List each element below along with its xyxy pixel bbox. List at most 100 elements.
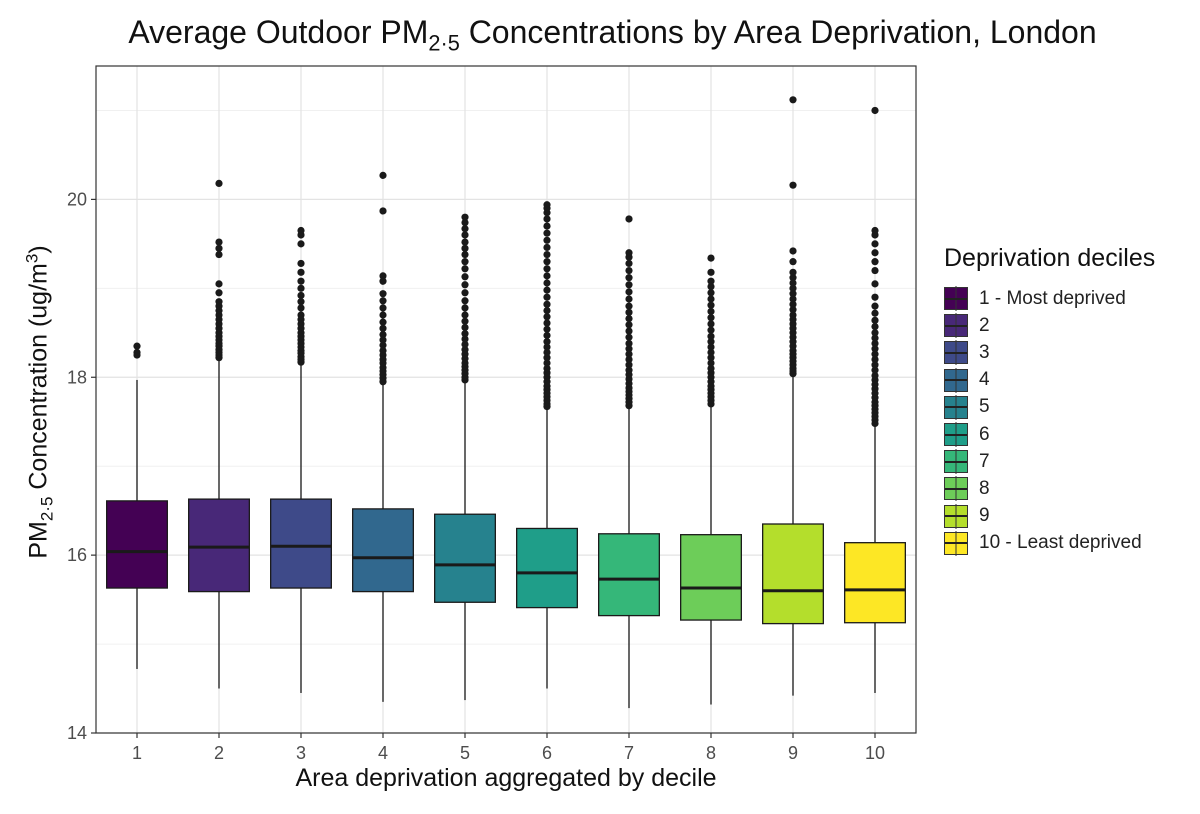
outlier-point bbox=[871, 258, 879, 266]
box-decile-5 bbox=[434, 213, 496, 701]
legend-item: 5 bbox=[944, 394, 1155, 421]
outlier-point bbox=[543, 331, 551, 340]
outlier-point bbox=[789, 279, 797, 287]
outlier-point bbox=[789, 247, 797, 255]
legend-label: 7 bbox=[979, 450, 990, 472]
outlier-point bbox=[297, 284, 305, 292]
outlier-point bbox=[543, 325, 551, 333]
outlier-point bbox=[707, 301, 715, 309]
outlier-point bbox=[871, 355, 879, 364]
outlier-point bbox=[871, 316, 879, 324]
legend-item: 6 bbox=[944, 421, 1155, 448]
outlier-point bbox=[543, 364, 551, 372]
box-decile-4 bbox=[352, 171, 414, 702]
outlier-point bbox=[871, 350, 879, 358]
outlier-point bbox=[543, 354, 551, 362]
outlier-point bbox=[707, 320, 715, 328]
outlier-point bbox=[871, 293, 879, 301]
outlier-point bbox=[543, 229, 551, 237]
box-decile-9 bbox=[762, 96, 824, 696]
outlier-point bbox=[215, 298, 223, 306]
outlier-point bbox=[461, 213, 469, 221]
x-axis-label: Area deprivation aggregated by decile bbox=[295, 764, 717, 792]
outlier-point bbox=[707, 343, 715, 351]
outlier-point bbox=[543, 272, 551, 280]
outlier-point bbox=[543, 286, 551, 294]
outlier-point bbox=[789, 306, 797, 314]
x-tick-label: 4 bbox=[378, 743, 388, 763]
y-tick-label: 16 bbox=[67, 545, 87, 565]
legend-swatch bbox=[944, 341, 968, 365]
outlier-point bbox=[871, 366, 879, 374]
x-tick-label: 6 bbox=[542, 743, 552, 763]
outlier-point bbox=[789, 258, 797, 266]
y-axis-label: PM2·5 Concentration (ug/m3) bbox=[22, 245, 57, 559]
outlier-point bbox=[461, 258, 469, 266]
outlier-point bbox=[543, 250, 551, 259]
outlier-point bbox=[543, 359, 551, 367]
legend-label: 10 - Least deprived bbox=[979, 532, 1142, 554]
outlier-point bbox=[461, 340, 469, 348]
box-iqr bbox=[598, 533, 660, 617]
outlier-point bbox=[461, 244, 469, 252]
outlier-point bbox=[543, 343, 551, 351]
outlier-point bbox=[625, 366, 633, 374]
outlier-point bbox=[789, 300, 797, 308]
legend-swatch bbox=[944, 423, 968, 447]
outlier-point bbox=[461, 265, 469, 273]
box-decile-7 bbox=[598, 215, 660, 709]
box-iqr bbox=[762, 523, 824, 625]
legend-item: 3 bbox=[944, 339, 1155, 366]
outlier-point bbox=[707, 348, 715, 356]
outlier-point bbox=[461, 231, 469, 239]
outlier-point bbox=[379, 311, 387, 319]
outlier-point bbox=[789, 181, 797, 189]
legend-label: 4 bbox=[979, 369, 990, 391]
x-tick-label: 1 bbox=[132, 743, 142, 763]
outlier-point bbox=[707, 277, 715, 285]
outlier-point bbox=[297, 291, 305, 300]
outlier-point bbox=[461, 281, 469, 289]
outlier-point bbox=[871, 345, 879, 353]
outlier-point bbox=[789, 290, 797, 298]
legend-swatch bbox=[944, 477, 968, 501]
x-tick-label: 5 bbox=[460, 743, 470, 763]
outlier-point bbox=[625, 345, 633, 353]
x-tick-label: 3 bbox=[296, 743, 306, 763]
outlier-point bbox=[379, 330, 387, 339]
outlier-point bbox=[297, 304, 305, 312]
x-tick-label: 7 bbox=[624, 743, 634, 763]
box-iqr bbox=[106, 500, 168, 589]
y-tick-label: 18 bbox=[67, 367, 87, 387]
outlier-point bbox=[789, 96, 797, 104]
box-iqr bbox=[844, 542, 906, 624]
outlier-point bbox=[707, 295, 715, 303]
outlier-point bbox=[461, 335, 469, 343]
outlier-point bbox=[461, 346, 469, 354]
outlier-point bbox=[215, 179, 223, 187]
y-tick-label: 14 bbox=[67, 723, 87, 743]
outlier-point bbox=[625, 259, 633, 268]
outlier-point bbox=[461, 297, 469, 305]
outlier-point bbox=[871, 249, 879, 257]
outlier-point bbox=[543, 306, 551, 315]
outlier-point bbox=[707, 254, 715, 262]
x-tick-label: 2 bbox=[214, 743, 224, 763]
outlier-point bbox=[625, 295, 633, 303]
box-decile-6 bbox=[516, 201, 578, 689]
outlier-point bbox=[543, 243, 551, 252]
legend-swatch bbox=[944, 531, 968, 555]
legend-item: 4 bbox=[944, 367, 1155, 394]
outlier-point bbox=[871, 309, 879, 317]
outlier-point bbox=[625, 321, 633, 329]
outlier-point bbox=[543, 300, 551, 308]
outlier-point bbox=[871, 361, 879, 369]
outlier-point bbox=[707, 364, 715, 372]
outlier-point bbox=[543, 215, 551, 223]
legend-swatch bbox=[944, 395, 968, 419]
box-iqr bbox=[352, 508, 414, 593]
outlier-point bbox=[543, 293, 551, 301]
box-decile-10 bbox=[844, 106, 906, 693]
outlier-point bbox=[871, 266, 879, 275]
